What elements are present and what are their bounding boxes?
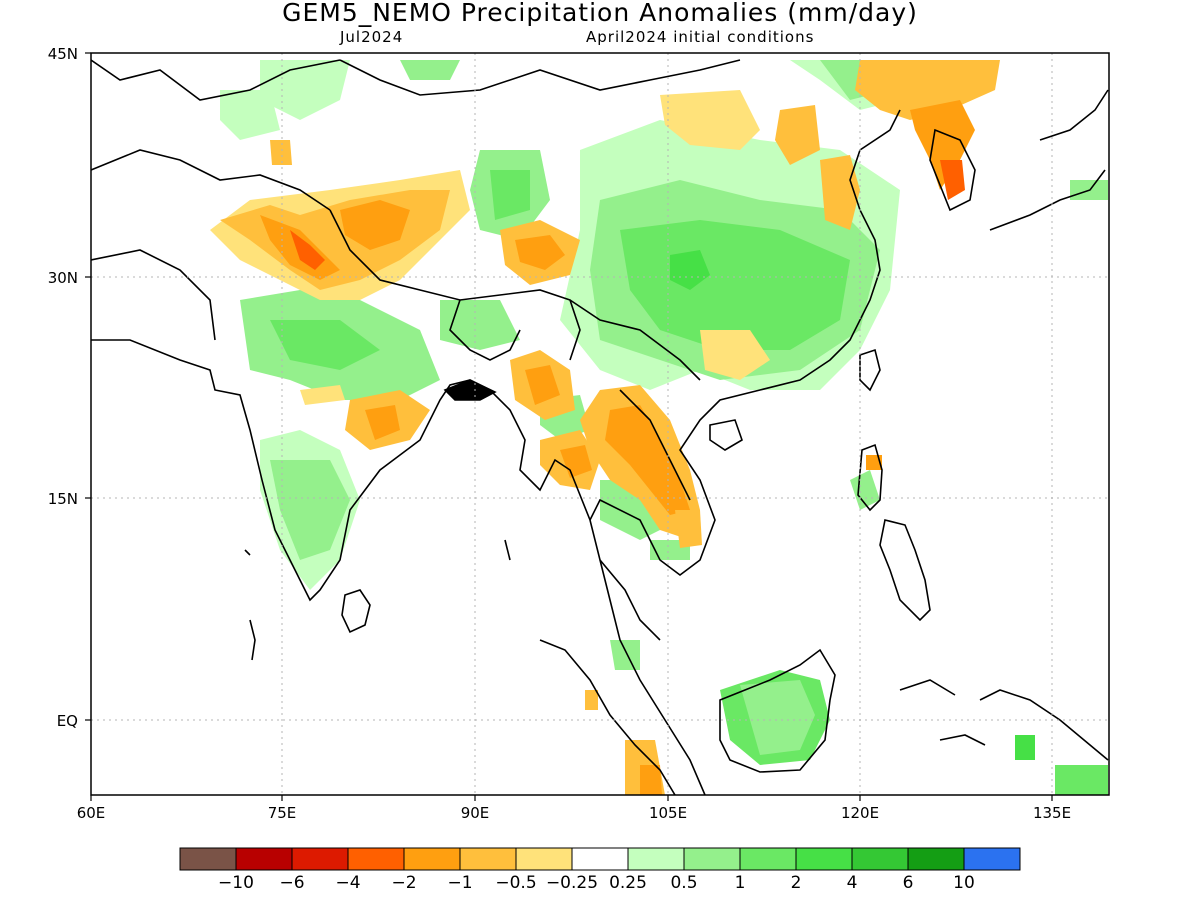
axis-ticks <box>85 52 1053 801</box>
colorbar-tick-label: 10 <box>953 873 975 893</box>
lon-label: 120E <box>841 804 879 822</box>
anomaly-shading <box>210 60 1108 795</box>
colorbar-swatch <box>571 847 629 871</box>
colorbar-tick-label: −2 <box>391 873 416 893</box>
colorbar-tick-label: 6 <box>903 873 914 893</box>
colorbar-swatch <box>907 847 965 871</box>
colorbar-labels: −10 −6 −4 −2 −1 −0.5 −0.25 0.25 0.5 1 2 4 6 10 <box>218 873 975 893</box>
colorbar-swatch <box>515 847 573 871</box>
colorbar-swatch <box>963 847 1021 871</box>
colorbar-tick-label: 0.5 <box>670 873 697 893</box>
colorbar-swatch <box>179 847 237 871</box>
colorbar-swatch <box>235 847 293 871</box>
colorbar-tick-label: −1 <box>447 873 472 893</box>
colorbar-swatch <box>795 847 853 871</box>
colorbar-tick-label: 4 <box>847 873 858 893</box>
valid-month-label: Jul2024 <box>340 28 404 46</box>
colorbar-swatch <box>403 847 461 871</box>
lon-label: 105E <box>649 804 687 822</box>
colorbar-swatch <box>347 847 405 871</box>
colorbar-swatch <box>851 847 909 871</box>
colorbar-tick-label: 2 <box>791 873 802 893</box>
colorbar-tick-label: −0.5 <box>495 873 536 893</box>
colorbar-swatch <box>459 847 517 871</box>
initial-conditions-label: April2024 initial conditions <box>586 28 815 46</box>
dry-anomaly-areas <box>210 60 1000 795</box>
colorbar-tick-label: 1 <box>735 873 746 893</box>
lat-lon-grid <box>91 53 1109 795</box>
colorbar-swatch <box>683 847 741 871</box>
coastlines-and-borders <box>91 59 1109 795</box>
lon-label: 75E <box>268 804 297 822</box>
colorbar-legend <box>179 847 1021 871</box>
lat-label: EQ <box>57 712 78 730</box>
lat-label: 45N <box>48 45 78 63</box>
map-title: GEM5_NEMO Precipitation Anomalies (mm/da… <box>282 0 918 27</box>
colorbar-swatch <box>627 847 685 871</box>
lon-label: 60E <box>77 804 106 822</box>
colorbar-tick-label: −6 <box>279 873 304 893</box>
colorbar-swatch <box>739 847 797 871</box>
colorbar-tick-label: −0.25 <box>546 873 598 893</box>
lat-label: 30N <box>48 269 78 287</box>
colorbar-swatch <box>291 847 349 871</box>
lat-label: 15N <box>48 490 78 508</box>
colorbar-tick-label: −4 <box>335 873 360 893</box>
colorbar-tick-label: 0.25 <box>609 873 647 893</box>
lon-label: 90E <box>461 804 490 822</box>
map-frame <box>90 52 1110 796</box>
lon-label: 135E <box>1033 804 1071 822</box>
colorbar-tick-label: −10 <box>218 873 254 893</box>
